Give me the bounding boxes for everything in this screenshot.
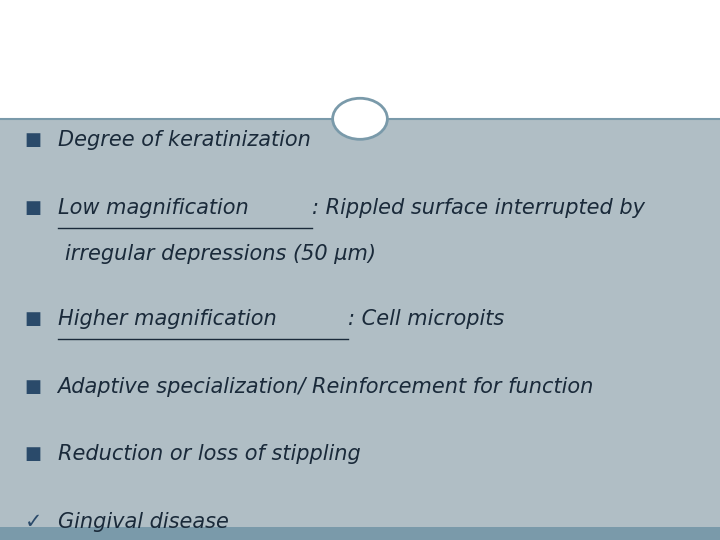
Text: : Rippled surface interrupted by: : Rippled surface interrupted by [312, 198, 645, 218]
Text: ■: ■ [24, 199, 41, 217]
Text: Gingival disease: Gingival disease [58, 512, 228, 532]
Text: irregular depressions (50 μm): irregular depressions (50 μm) [65, 244, 376, 264]
Text: ■: ■ [24, 378, 41, 396]
FancyBboxPatch shape [0, 119, 720, 540]
Text: Higher magnification: Higher magnification [58, 309, 283, 329]
Text: Degree of keratinization: Degree of keratinization [58, 130, 310, 151]
Text: ✓: ✓ [25, 512, 42, 532]
Text: ■: ■ [24, 446, 41, 463]
Text: ■: ■ [24, 310, 41, 328]
Text: ■: ■ [24, 131, 41, 150]
FancyBboxPatch shape [0, 526, 720, 540]
FancyBboxPatch shape [0, 0, 720, 119]
Text: Adaptive specialization/ Reinforcement for function: Adaptive specialization/ Reinforcement f… [58, 377, 594, 397]
Text: Reduction or loss of stippling: Reduction or loss of stippling [58, 444, 360, 464]
Text: Low magnification: Low magnification [58, 198, 255, 218]
Text: : Cell micropits: : Cell micropits [348, 309, 505, 329]
Circle shape [333, 98, 387, 139]
